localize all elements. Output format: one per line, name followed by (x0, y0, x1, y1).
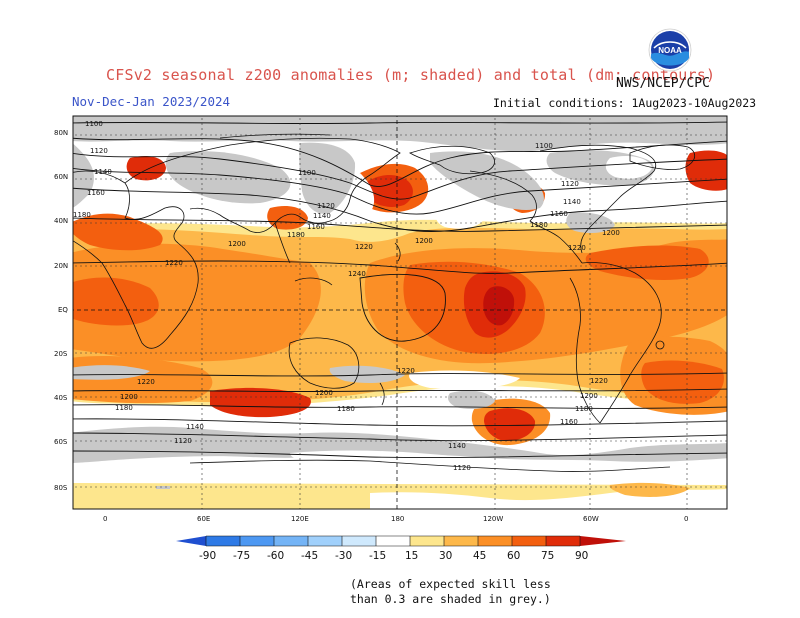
colorbar-swatch (308, 536, 342, 546)
colorbar-label: -90 (199, 550, 216, 562)
colorbar-label: -15 (369, 550, 386, 562)
lon-label: 120W (483, 515, 503, 523)
contour-label: 1220 (590, 377, 608, 385)
lon-label: 60E (197, 515, 210, 523)
lat-label: 80N (54, 129, 68, 137)
lat-label: EQ (58, 306, 68, 314)
contour-label: 1160 (307, 223, 325, 231)
colorbar-swatch (376, 536, 410, 546)
lat-label: 60S (54, 438, 68, 446)
contour-label: 1200 (602, 229, 620, 237)
colorbar-label: 15 (405, 550, 418, 562)
lon-label: 60W (583, 515, 599, 523)
contour-label: 1160 (550, 210, 568, 218)
contour-label: 1200 (415, 237, 433, 245)
colorbar-swatch (580, 536, 626, 546)
colorbar-label: 90 (575, 550, 588, 562)
lat-label: 60N (54, 173, 68, 181)
skill-note-line-2: than 0.3 are shaded in grey.) (350, 592, 551, 606)
contour-label: 1120 (453, 464, 471, 472)
contour-label: 1160 (87, 189, 105, 197)
colorbar-swatch (206, 536, 240, 546)
forecast-period: Nov-Dec-Jan 2023/2024 (72, 94, 231, 109)
contour-label: 1180 (73, 211, 91, 219)
colorbar-label: -45 (301, 550, 318, 562)
colorbar-label: 75 (541, 550, 554, 562)
contour-label: 1220 (355, 243, 373, 251)
contour-label: 1200 (580, 392, 598, 400)
contour-label: 1180 (115, 404, 133, 412)
colorbar-swatch (176, 536, 206, 546)
contour-label: 1220 (397, 367, 415, 375)
colorbar-label: 45 (473, 550, 486, 562)
contour-label: 1220 (165, 259, 183, 267)
contour-label: 1180 (337, 405, 355, 413)
lat-label: 40N (54, 217, 68, 225)
colorbar-label: -60 (267, 550, 284, 562)
colorbar-swatch (342, 536, 376, 546)
colorbar-label: 60 (507, 550, 520, 562)
graticule (73, 116, 727, 509)
colorbar-swatch (410, 536, 444, 546)
noaa-logo-text: NOAA (658, 46, 682, 55)
contour-label: 1180 (287, 231, 305, 239)
lon-label: 0 (684, 515, 688, 523)
lon-label: 180 (391, 515, 404, 523)
colorbar: -90 -75 -60 -45 -30 -15 15 30 45 60 75 9… (176, 535, 626, 562)
contour-label: 1180 (530, 221, 548, 229)
colorbar-labels: -90 -75 -60 -45 -30 -15 15 30 45 60 75 9… (199, 550, 588, 562)
longitude-labels: 0 60E 120E 180 120W 60W 0 (103, 515, 688, 523)
contour-label: 1180 (575, 405, 593, 413)
lon-label: 120E (291, 515, 309, 523)
colorbar-swatch (444, 536, 478, 546)
contour-label: 1200 (315, 389, 333, 397)
latitude-labels: 80N 60N 40N 20N EQ 20S 40S 60S 80S (54, 129, 68, 492)
contour-label: 1140 (448, 442, 466, 450)
colorbar-label: 30 (439, 550, 452, 562)
contour-label: 1200 (228, 240, 246, 248)
world-map: 1100 1120 1140 1160 1180 1100 1120 1140 … (72, 115, 728, 510)
lat-label: 20S (54, 350, 68, 358)
chart-title: CFSv2 seasonal z200 anomalies (m; shaded… (106, 66, 716, 84)
contour-label: 1120 (174, 437, 192, 445)
colorbar-swatch (274, 536, 308, 546)
contour-labels: 1100 1120 1140 1160 1180 1100 1120 1140 … (73, 120, 620, 472)
contour-label: 1100 (85, 120, 103, 128)
colorbar-swatch (478, 536, 512, 546)
contour-label: 1120 (561, 180, 579, 188)
colorbar-swatch (546, 536, 580, 546)
lat-label: 40S (54, 394, 68, 402)
skill-note-line-1: (Areas of expected skill less (350, 577, 551, 591)
contour-label: 1200 (120, 393, 138, 401)
colorbar-label: -30 (335, 550, 352, 562)
contour-label: 1120 (90, 147, 108, 155)
agency-label: NWS/NCEP/CPC (616, 76, 710, 91)
initial-conditions: Initial conditions: 1Aug2023-10Aug2023 (493, 96, 757, 110)
colorbar-swatch (240, 536, 274, 546)
contour-label: 1140 (313, 212, 331, 220)
contour-label: 1160 (560, 418, 578, 426)
height-contours (73, 121, 727, 458)
contour-label: 1100 (535, 142, 553, 150)
continents (73, 133, 696, 472)
contour-label: 1220 (137, 378, 155, 386)
contour-label: 1240 (348, 270, 366, 278)
colorbar-label: -75 (233, 550, 250, 562)
lat-label: 20N (54, 262, 68, 270)
contour-label: 1140 (186, 423, 204, 431)
map-axis-labels: 80N 60N 40N 20N EQ 20S 40S 60S 80S 0 60E… (54, 129, 688, 523)
lat-label: 80S (54, 484, 68, 492)
contour-label: 1220 (568, 244, 586, 252)
contour-label: 1100 (298, 169, 316, 177)
contour-label: 1120 (317, 202, 335, 210)
colorbar-swatches (176, 536, 626, 546)
contour-label: 1140 (94, 168, 112, 176)
lon-label: 0 (103, 515, 107, 523)
contour-label: 1140 (563, 198, 581, 206)
reference-lines (73, 116, 727, 509)
colorbar-swatch (512, 536, 546, 546)
noaa-logo: NOAA (648, 28, 692, 72)
